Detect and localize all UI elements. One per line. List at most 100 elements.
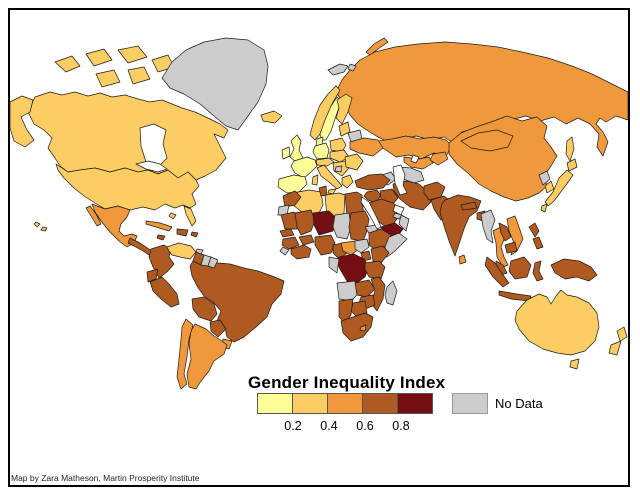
island-novaya-zemlya xyxy=(365,37,389,56)
country-alaska xyxy=(9,95,35,148)
legend-color-scale xyxy=(257,393,433,414)
country-australia xyxy=(514,289,600,356)
region-iberia xyxy=(277,174,308,194)
legend-swatch-3 xyxy=(327,393,363,414)
region-kyrgyzstan-tajikistan xyxy=(429,151,449,166)
region-central-europe xyxy=(329,149,350,163)
water-caspian-sea xyxy=(392,164,408,196)
arctic-island xyxy=(127,66,151,85)
island-borneo xyxy=(508,256,532,280)
country-laos xyxy=(498,222,512,242)
country-uk xyxy=(289,134,304,163)
country-tunisia xyxy=(318,185,328,197)
water-great-lakes xyxy=(135,160,168,173)
island-trinidad xyxy=(195,248,204,255)
country-myanmar xyxy=(480,209,496,244)
country-south-africa xyxy=(340,312,374,342)
country-north-korea xyxy=(538,170,551,186)
region-french-guiana xyxy=(207,256,219,269)
region-sierra-leone xyxy=(279,246,290,256)
island-sardinia xyxy=(311,174,319,186)
country-turkey xyxy=(354,173,391,191)
country-greenland xyxy=(161,37,269,131)
island-taiwan xyxy=(540,203,548,213)
region-nepal-bhutan xyxy=(460,201,478,211)
no-data-swatch xyxy=(452,393,488,414)
island-tasmania xyxy=(569,358,580,370)
legend-tick: 0.4 xyxy=(320,419,338,433)
country-japan xyxy=(544,158,578,207)
country-ukraine xyxy=(349,137,384,157)
country-ireland xyxy=(281,146,291,160)
region-baltics xyxy=(338,121,351,137)
arctic-island xyxy=(85,48,113,67)
country-france xyxy=(290,156,318,179)
legend-swatch-5 xyxy=(397,393,433,414)
region-alpine xyxy=(315,157,335,167)
country-iceland xyxy=(260,110,283,124)
region-bosnia xyxy=(334,165,343,173)
island-nz-south xyxy=(608,340,622,356)
legend-ticks: 0.2 0.4 0.6 0.8 xyxy=(248,419,468,433)
arctic-island xyxy=(95,69,121,88)
legend-title: Gender Inequality Index xyxy=(248,373,446,392)
country-brazil xyxy=(189,255,285,343)
country-mongolia xyxy=(460,129,514,152)
country-usa xyxy=(55,163,200,227)
island-hawaii xyxy=(40,226,48,232)
island-bahamas xyxy=(168,212,177,220)
legend-swatch-1 xyxy=(257,393,293,414)
water-persian-gulf xyxy=(392,204,405,216)
country-drc xyxy=(336,253,370,284)
island-jamaica xyxy=(156,234,166,241)
legend-swatch-2 xyxy=(292,393,328,414)
arctic-island xyxy=(117,45,148,64)
region-gabon-congo xyxy=(328,256,340,274)
country-chile xyxy=(176,318,194,390)
region-guinea xyxy=(281,236,300,250)
country-bolivia xyxy=(191,296,218,322)
country-venezuela xyxy=(166,242,197,260)
country-niger xyxy=(312,210,336,236)
country-finland xyxy=(335,93,353,125)
country-central-african-republic xyxy=(340,240,360,256)
island-hawaii xyxy=(33,221,41,228)
country-zambia xyxy=(354,279,376,298)
country-kenya xyxy=(370,245,390,264)
country-poland xyxy=(329,137,347,153)
country-norway xyxy=(309,85,341,141)
country-sri-lanka xyxy=(458,254,467,265)
country-paraguay xyxy=(209,319,227,338)
country-madagascar xyxy=(384,280,398,306)
country-uzbekistan xyxy=(403,156,434,170)
country-cuba xyxy=(145,220,173,232)
country-italy xyxy=(316,164,343,190)
country-angola xyxy=(336,280,358,302)
country-oman xyxy=(398,214,410,232)
no-data-label: No Data xyxy=(495,396,543,411)
island-philippines xyxy=(532,236,544,250)
arctic-island xyxy=(54,55,81,73)
country-lesotho xyxy=(359,324,367,332)
water-red-sea xyxy=(360,196,382,230)
country-india xyxy=(439,194,482,257)
country-argentina xyxy=(186,323,228,390)
country-senegal xyxy=(279,228,295,238)
island-sulawesi xyxy=(532,260,544,282)
country-russia xyxy=(335,41,629,157)
island-svalbard xyxy=(327,63,357,76)
island-java xyxy=(498,290,532,302)
island-new-guinea xyxy=(550,258,598,282)
country-sudan xyxy=(348,210,370,242)
attribution: Map by Zara Matheson, Martin Prosperity … xyxy=(11,473,200,483)
country-burkina-faso xyxy=(298,234,315,246)
country-germany xyxy=(312,142,330,160)
country-greece xyxy=(341,174,354,189)
country-nigeria xyxy=(314,234,336,256)
no-data-legend: No Data xyxy=(452,393,543,414)
country-somalia xyxy=(384,232,408,258)
country-south-sudan xyxy=(354,238,370,254)
legend-tick: 0.2 xyxy=(284,419,302,433)
